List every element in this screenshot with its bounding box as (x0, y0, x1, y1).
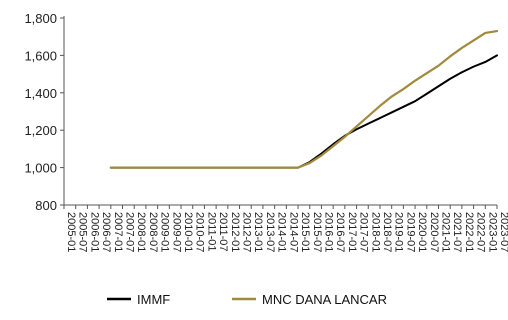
x-tick-label: 2018-07 (381, 212, 393, 252)
legend-label-immf: IMMF (137, 292, 170, 307)
axes (63, 16, 497, 206)
x-tick-label: 2021-01 (439, 212, 451, 252)
x-tick-label: 2012-07 (241, 212, 253, 252)
x-tick-label: 2017-07 (358, 212, 370, 252)
series-line-mnc-dana-lancar (109, 29, 499, 169)
x-tick-label: 2014-01 (276, 212, 288, 252)
series-lines (109, 29, 499, 169)
x-tick-label: 2014-07 (287, 212, 299, 252)
x-tick-label: 2009-01 (159, 212, 171, 252)
x-tick-label: 2009-07 (170, 212, 182, 252)
x-tick-label: 2011-07 (217, 212, 229, 252)
y-tick-label: 1,000 (24, 161, 57, 176)
x-tick-label: 2016-07 (334, 212, 346, 252)
x-tick-label: 2010-01 (182, 212, 194, 252)
y-tick-label: 1,600 (24, 48, 57, 63)
x-tick-label: 2019-07 (404, 212, 416, 252)
x-tick-label: 2017-01 (346, 212, 358, 252)
x-tick-label: 2020-07 (428, 212, 440, 252)
x-tick-label: 2022-01 (463, 212, 475, 252)
legend: IMMF MNC DANA LANCAR (107, 292, 387, 307)
x-tick-label: 2006-01 (88, 212, 100, 252)
legend-label-mnc-dana-lancar: MNC DANA LANCAR (262, 292, 387, 307)
x-tick-label: 2007-07 (124, 212, 136, 252)
x-tick-label: 2015-07 (311, 212, 323, 252)
x-tick-label: 2008-07 (147, 212, 159, 252)
x-tick-label: 2021-07 (451, 212, 463, 252)
x-tick-label: 2012-01 (229, 212, 241, 252)
x-tick-label: 2010-07 (194, 212, 206, 252)
x-tick-label: 2018-01 (369, 212, 381, 252)
x-tick-label: 2008-01 (135, 212, 147, 252)
y-tick-label: 1,200 (24, 123, 57, 138)
x-tick-label: 2020-01 (416, 212, 428, 252)
x-tick-label: 2013-07 (264, 212, 276, 252)
y-axis-ticks: 800 1,000 1,200 1,400 1,600 1,800 (24, 11, 64, 213)
x-tick-label: 2007-01 (112, 212, 124, 252)
y-tick-label: 1,400 (24, 86, 57, 101)
x-tick-label: 2016-01 (322, 212, 334, 252)
x-tick-label: 2006-07 (100, 212, 112, 252)
x-tick-label: 2005-07 (77, 212, 89, 252)
x-tick-label: 2005-01 (65, 212, 77, 252)
x-tick-label: 2011-01 (205, 212, 217, 252)
series-line-immf (109, 54, 498, 169)
x-tick-label: 2019-01 (393, 212, 405, 252)
y-tick-label: 1,800 (24, 11, 57, 26)
x-tick-label: 2015-01 (299, 212, 311, 252)
x-tick-label: 2023-07 (498, 212, 508, 252)
x-tick-label: 2013-01 (252, 212, 264, 252)
x-axis-ticks: 2005-01 2005-07 2006-01 2006-07 2007-01 2007-… (63, 205, 508, 252)
y-tick-label: 800 (35, 198, 57, 213)
x-tick-label: 2022-07 (475, 212, 487, 252)
x-tick-label: 2023-01 (486, 212, 498, 252)
